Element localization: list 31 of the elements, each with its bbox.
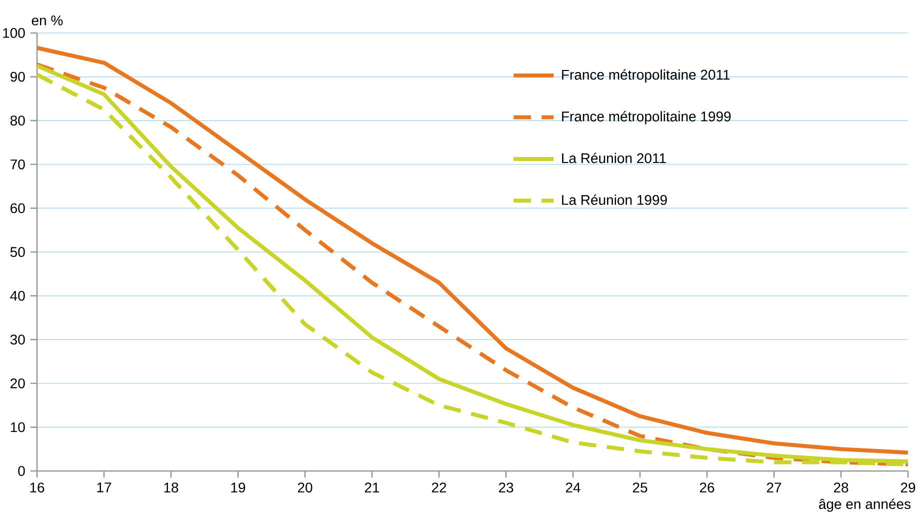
y-tick-label: 80 [10, 116, 25, 126]
x-tick-label: 18 [164, 482, 178, 493]
y-tick-label: 100 [3, 28, 25, 38]
y-tick-label: 50 [10, 247, 25, 257]
x-tick-label: 20 [298, 482, 312, 493]
x-tick-label: 25 [632, 482, 648, 493]
x-tick-label: 22 [432, 482, 446, 492]
y-tick-label: 30 [10, 334, 25, 345]
x-tick-label: 24 [566, 482, 580, 492]
x-tick-label: 28 [834, 482, 848, 493]
x-tick-label: 16 [30, 482, 44, 493]
x-tick-label: 19 [231, 482, 246, 493]
legend-label: France métropolitaine 1999 [562, 110, 731, 124]
x-tick-label: 27 [766, 482, 782, 492]
x-tick-label: 21 [364, 482, 380, 492]
x-tick-label: 26 [700, 482, 714, 493]
y-tick-label: 90 [10, 72, 25, 82]
y-tick-label: 10 [10, 422, 25, 432]
y-tick-label: 20 [10, 378, 25, 388]
y-tick-label: 70 [10, 159, 25, 170]
legend-label: France métropolitaine 2011 [562, 69, 730, 82]
x-tick-label: 29 [900, 482, 916, 493]
x-tick-label: 17 [97, 482, 112, 492]
x-tick-label: 23 [498, 482, 514, 493]
y-tick-label: 0 [18, 466, 25, 476]
legend-label: La Réunion 2011 [562, 152, 666, 164]
legend-label: La Réunion 1999 [562, 194, 667, 205]
y-tick-label: 60 [10, 203, 25, 214]
x-axis-title: âge en années [819, 498, 911, 512]
y-tick-label: 40 [10, 290, 25, 301]
y-axis-title: en % [32, 16, 63, 26]
